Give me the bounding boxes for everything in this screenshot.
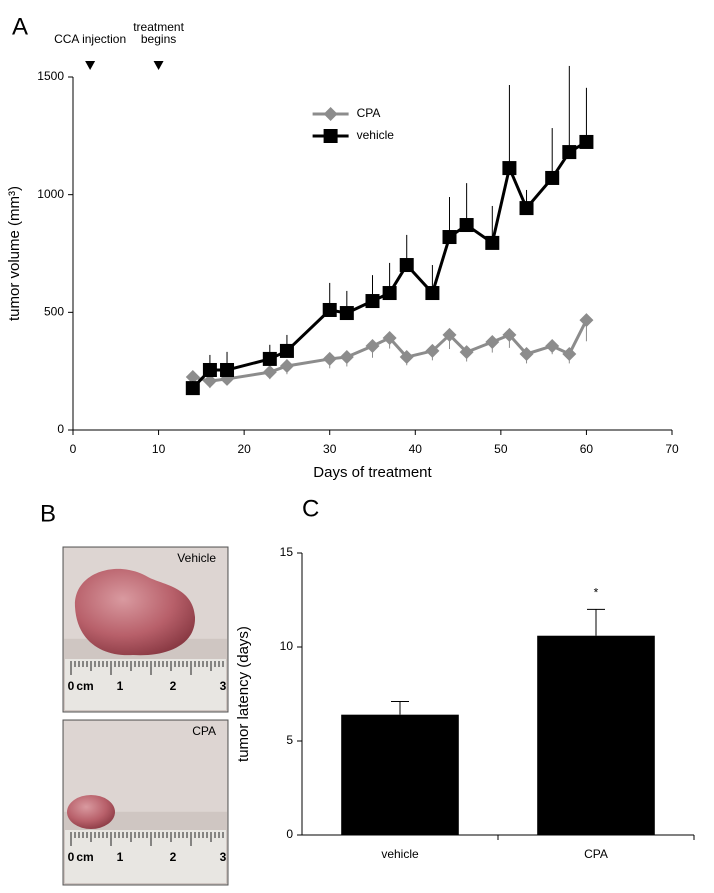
legend-marker bbox=[323, 107, 338, 121]
x-tick-label: 20 bbox=[237, 442, 251, 456]
ruler-label: 3 bbox=[220, 679, 227, 693]
marker bbox=[425, 343, 440, 358]
y-tick-label: 15 bbox=[280, 545, 294, 559]
ruler-label: cm bbox=[76, 679, 93, 693]
x-axis-label: Days of treatment bbox=[313, 464, 432, 481]
x-tick-label: CPA bbox=[584, 847, 608, 861]
photo-label: Vehicle bbox=[177, 551, 216, 565]
marker bbox=[202, 362, 217, 377]
ruler-label: 0 bbox=[68, 850, 75, 864]
x-tick-label: 60 bbox=[580, 442, 594, 456]
marker bbox=[519, 346, 534, 361]
marker bbox=[382, 286, 397, 301]
marker bbox=[399, 350, 414, 365]
x-tick-label: 50 bbox=[494, 442, 508, 456]
x-tick-label: 30 bbox=[323, 442, 337, 456]
ruler bbox=[65, 830, 226, 883]
ruler-label: 2 bbox=[170, 850, 177, 864]
marker bbox=[220, 362, 235, 377]
y-tick-label: 1000 bbox=[37, 187, 64, 201]
annotation-arrow bbox=[153, 61, 164, 70]
y-axis-label: tumor latency (days) bbox=[235, 626, 252, 762]
x-tick-label: vehicle bbox=[381, 847, 419, 861]
marker bbox=[562, 346, 577, 361]
marker bbox=[519, 201, 534, 216]
annotation: treatment bbox=[133, 20, 184, 34]
x-tick-label: 10 bbox=[152, 442, 166, 456]
marker bbox=[399, 258, 414, 273]
marker bbox=[262, 365, 277, 380]
marker bbox=[202, 374, 217, 389]
marker bbox=[339, 306, 354, 321]
y-axis-label: tumor volume (mm³) bbox=[6, 186, 23, 321]
marker bbox=[579, 313, 594, 328]
ruler-label: 2 bbox=[170, 679, 177, 693]
x-tick-label: 40 bbox=[409, 442, 423, 456]
x-tick-label: 70 bbox=[665, 442, 679, 456]
panel-label: C bbox=[302, 495, 319, 522]
marker bbox=[485, 235, 500, 250]
ruler-label: 0 bbox=[68, 679, 75, 693]
marker bbox=[279, 358, 294, 373]
ruler-label: 3 bbox=[220, 850, 227, 864]
legend-marker bbox=[323, 129, 338, 143]
significance-mark: * bbox=[594, 586, 599, 600]
marker bbox=[365, 294, 380, 309]
bar bbox=[537, 635, 655, 835]
marker bbox=[262, 351, 277, 366]
y-tick-label: 1500 bbox=[37, 69, 64, 83]
marker bbox=[579, 134, 594, 149]
marker bbox=[562, 145, 577, 160]
marker bbox=[322, 302, 337, 317]
ruler-label: 1 bbox=[117, 679, 124, 693]
marker bbox=[442, 230, 457, 245]
annotation-arrow bbox=[85, 61, 96, 70]
y-tick-label: 10 bbox=[280, 639, 294, 653]
marker bbox=[382, 330, 397, 345]
marker bbox=[502, 327, 517, 342]
marker bbox=[502, 161, 517, 176]
y-tick-label: 5 bbox=[286, 733, 293, 747]
marker bbox=[545, 338, 560, 353]
marker bbox=[365, 338, 380, 353]
y-tick-label: 0 bbox=[57, 422, 64, 436]
marker bbox=[185, 370, 200, 385]
panel-label: A bbox=[12, 13, 28, 40]
marker bbox=[279, 343, 294, 358]
annotation: begins bbox=[141, 32, 176, 46]
annotation: CCA injection bbox=[54, 32, 126, 46]
marker bbox=[545, 170, 560, 185]
tumor bbox=[67, 795, 115, 829]
marker bbox=[322, 351, 337, 366]
marker bbox=[442, 327, 457, 342]
bar bbox=[341, 714, 459, 835]
photo-label: CPA bbox=[192, 724, 216, 738]
marker bbox=[425, 286, 440, 301]
tumor bbox=[74, 568, 196, 656]
ruler-label: cm bbox=[76, 850, 93, 864]
y-tick-label: 0 bbox=[286, 827, 293, 841]
marker bbox=[485, 334, 500, 349]
marker bbox=[459, 218, 474, 233]
legend-label: vehicle bbox=[357, 128, 395, 142]
ruler bbox=[65, 659, 226, 710]
marker bbox=[459, 345, 474, 360]
photo: Vehicle 0 cm 1 2 3 bbox=[62, 546, 229, 713]
x-tick-label: 0 bbox=[70, 442, 77, 456]
legend-label: CPA bbox=[357, 106, 381, 120]
y-tick-label: 500 bbox=[44, 305, 64, 319]
marker bbox=[339, 350, 354, 365]
panel-label: B bbox=[40, 500, 56, 527]
ruler-label: 1 bbox=[117, 850, 124, 864]
marker bbox=[185, 381, 200, 396]
photo: CPA 0 cm 1 2 3 bbox=[62, 719, 229, 886]
